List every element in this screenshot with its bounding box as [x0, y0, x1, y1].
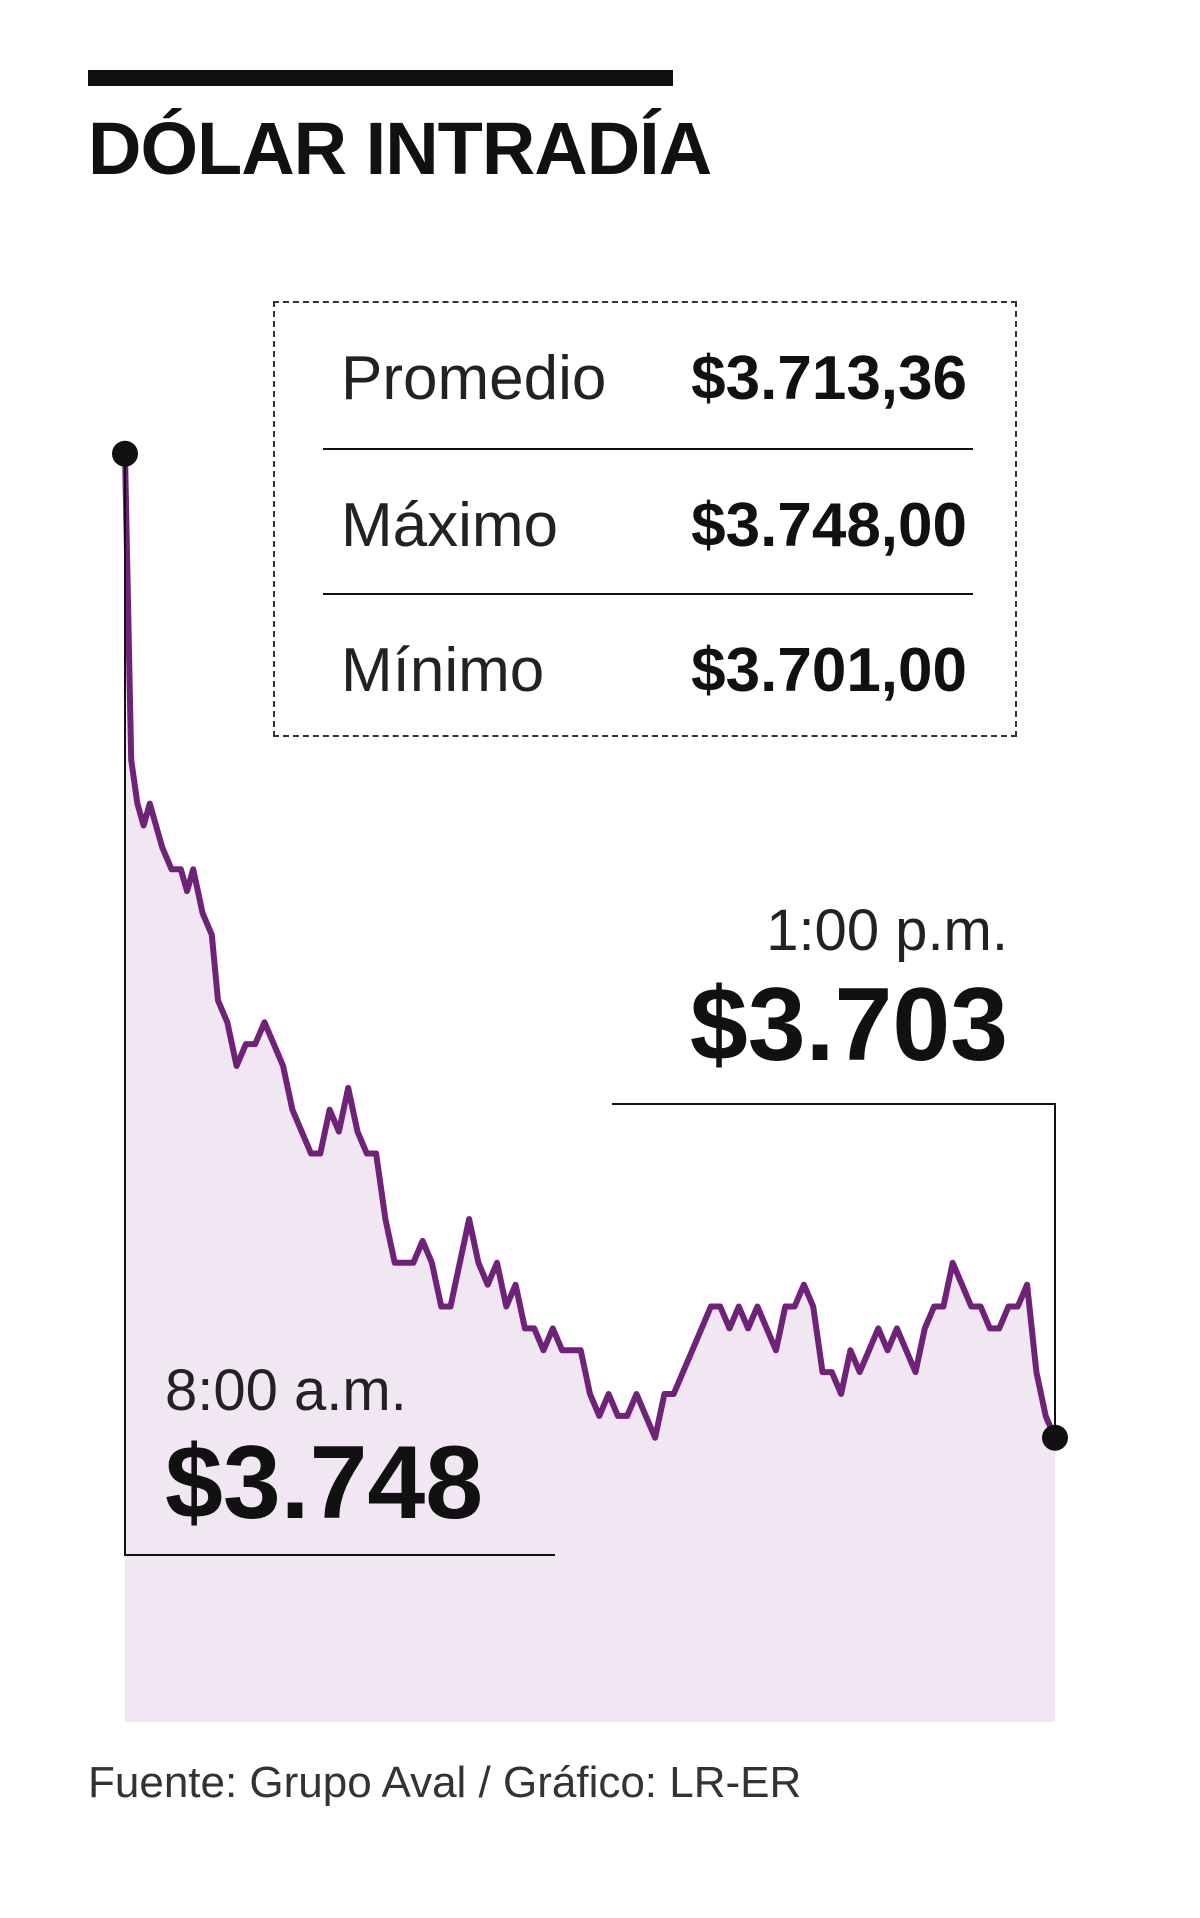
start-leader-line [124, 453, 555, 1556]
end-leader-line [612, 1103, 1056, 1438]
price-area-fill [125, 453, 1055, 1723]
start-time-label: 8:00 a.m. [165, 1358, 407, 1423]
stat-row-min: Mínimo $3.701,00 [323, 593, 973, 740]
stat-row-average: Promedio $3.713,36 [323, 303, 973, 448]
source-note: Fuente: Grupo Aval / Gráfico: LR-ER [88, 1758, 802, 1807]
end-point-marker [1042, 1424, 1068, 1451]
end-value-label: $3.703 [690, 967, 1008, 1083]
stat-label: Promedio [341, 344, 607, 413]
stats-box: Promedio $3.713,36 Máximo $3.748,00 Míni… [273, 301, 1017, 737]
stat-value: $3.748,00 [691, 491, 967, 560]
stat-value: $3.701,00 [691, 636, 967, 705]
chart-title: DÓLAR INTRADÍA [88, 107, 712, 190]
stat-label: Máximo [341, 491, 559, 560]
title-rule [88, 70, 673, 86]
stat-row-max: Máximo $3.748,00 [323, 448, 973, 595]
stat-label: Mínimo [341, 636, 545, 705]
stat-value: $3.713,36 [691, 344, 967, 413]
end-time-label: 1:00 p.m. [766, 898, 1008, 963]
start-point-marker [112, 440, 138, 467]
price-line [122, 453, 1058, 1441]
start-value-label: $3.748 [165, 1425, 483, 1541]
